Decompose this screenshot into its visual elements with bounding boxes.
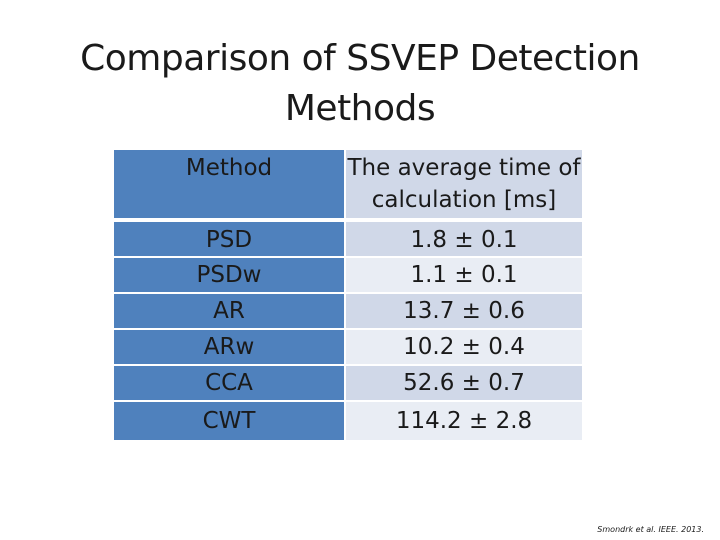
method-cell: CCA: [114, 366, 344, 400]
method-cell: AR: [114, 294, 344, 328]
method-header: Method: [114, 150, 344, 218]
slide-title: Comparison of SSVEP Detection Methods: [80, 38, 640, 129]
time-column: The average time of calculation [ms] 1.8…: [346, 150, 582, 440]
time-cell: 52.6 ± 0.7: [346, 366, 582, 400]
time-cell: 114.2 ± 2.8: [346, 402, 582, 440]
time-cell: 1.1 ± 0.1: [346, 258, 582, 292]
method-cell: PSDw: [114, 258, 344, 292]
method-cell: ARw: [114, 330, 344, 364]
citation: Smondrk et al. IEEE. 2013.: [597, 525, 704, 534]
time-cell: 1.8 ± 0.1: [346, 222, 582, 256]
comparison-table: Method PSD PSDw AR ARw CCA CWT The avera…: [114, 150, 582, 440]
method-column: Method PSD PSDw AR ARw CCA CWT: [114, 150, 344, 440]
method-cell: PSD: [114, 222, 344, 256]
method-cell: CWT: [114, 402, 344, 440]
time-cell: 13.7 ± 0.6: [346, 294, 582, 328]
time-header: The average time of calculation [ms]: [346, 150, 582, 218]
time-cell: 10.2 ± 0.4: [346, 330, 582, 364]
